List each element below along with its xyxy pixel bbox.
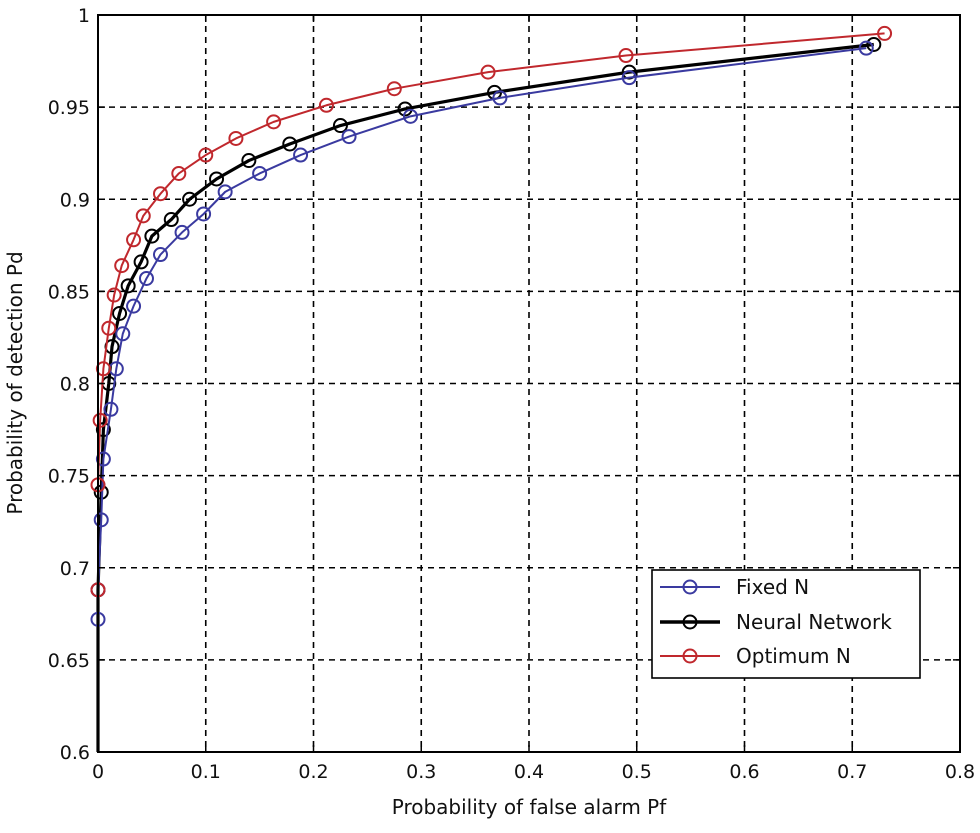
x-tick-label: 0.1 [191, 761, 221, 783]
data-point-fixed-n [152, 247, 168, 263]
legend-item-neural-network: Neural Network [660, 610, 892, 634]
data-point-optimum-n [135, 208, 151, 224]
data-point-fixed-n [103, 401, 119, 417]
legend: Fixed N Neural Network Optimum N [651, 569, 921, 679]
data-point-neural-network [209, 171, 225, 187]
data-point-fixed-n [115, 326, 131, 342]
data-point-fixed-n [138, 270, 154, 286]
series-line-fixed-n [97, 47, 867, 752]
x-tick-label: 0.5 [622, 761, 652, 783]
data-point-fixed-n [293, 147, 309, 163]
data-point-optimum-n [877, 25, 893, 41]
data-point-fixed-n [341, 129, 357, 145]
data-point-optimum-n [126, 232, 142, 248]
data-point-fixed-n [95, 451, 111, 467]
y-tick-label: 0.85 [48, 281, 90, 303]
legend-marker-fixed-n [682, 579, 698, 595]
data-point-fixed-n [93, 512, 109, 528]
data-point-optimum-n [228, 130, 244, 146]
data-point-optimum-n [106, 287, 122, 303]
series-line-optimum-n [97, 32, 885, 752]
data-point-optimum-n [266, 114, 282, 130]
y-tick-label: 0.8 [60, 374, 90, 396]
data-point-fixed-n [402, 108, 418, 124]
legend-item-fixed-n: Fixed N [660, 575, 809, 599]
data-point-neural-network [95, 422, 111, 438]
data-point-fixed-n [858, 40, 874, 56]
legend-item-optimum-n: Optimum N [660, 644, 851, 668]
data-point-neural-network [120, 278, 136, 294]
series-optimum-n [90, 25, 893, 752]
data-point-neural-network [133, 254, 149, 270]
axis-ticks: 0 0.1 0.2 0.3 0.4 0.5 0.6 0.7 0.8 0.6 0.65 0.7 0.75 0… [48, 5, 975, 783]
y-tick-label: 0.95 [48, 97, 90, 119]
x-tick-label: 0.2 [298, 761, 328, 783]
data-point-neural-network [866, 36, 882, 52]
x-tick-label: 0.6 [729, 761, 759, 783]
data-point-fixed-n [126, 298, 142, 314]
data-point-optimum-n [92, 412, 108, 428]
x-tick-label: 0 [92, 761, 104, 783]
data-point-optimum-n [198, 147, 214, 163]
data-point-fixed-n [174, 224, 190, 240]
x-tick-label: 0.4 [514, 761, 544, 783]
data-point-optimum-n [152, 186, 168, 202]
x-axis-label: Probability of false alarm Pf [392, 795, 667, 819]
y-tick-label: 0.75 [48, 466, 90, 488]
data-point-fixed-n [252, 165, 268, 181]
series-layer [90, 25, 893, 752]
y-tick-label: 1 [78, 5, 90, 27]
y-tick-label: 0.65 [48, 650, 90, 672]
data-point-optimum-n [171, 165, 187, 181]
y-tick-label: 0.7 [60, 558, 90, 580]
x-tick-label: 0.7 [837, 761, 867, 783]
data-point-optimum-n [386, 81, 402, 97]
data-point-optimum-n [618, 48, 634, 64]
y-axis-label: Probability of detection Pd [3, 251, 27, 514]
data-point-optimum-n [101, 320, 117, 336]
x-tick-label: 0.3 [406, 761, 436, 783]
data-point-optimum-n [95, 361, 111, 377]
data-point-neural-network [241, 153, 257, 169]
data-point-neural-network [182, 191, 198, 207]
data-point-neural-network [144, 228, 160, 244]
x-tick-label: 0.8 [945, 761, 975, 783]
legend-label-neural-network: Neural Network [736, 610, 892, 634]
legend-label-optimum-n: Optimum N [736, 644, 851, 668]
legend-marker-optimum-n [682, 648, 698, 664]
y-tick-label: 0.6 [60, 742, 90, 764]
data-point-optimum-n [480, 64, 496, 80]
data-point-fixed-n [217, 184, 233, 200]
data-point-fixed-n [196, 206, 212, 222]
data-point-optimum-n [318, 97, 334, 113]
data-point-fixed-n [621, 70, 637, 86]
legend-marker-neural-network [682, 614, 698, 630]
data-point-optimum-n [114, 258, 130, 274]
data-point-fixed-n [492, 90, 508, 106]
data-point-neural-network [163, 212, 179, 228]
data-point-neural-network [332, 118, 348, 134]
series-line-neural-network [96, 42, 874, 752]
y-tick-label: 0.9 [60, 189, 90, 211]
data-point-neural-network [282, 136, 298, 152]
data-point-neural-network [112, 305, 128, 321]
legend-label-fixed-n: Fixed N [736, 575, 809, 599]
